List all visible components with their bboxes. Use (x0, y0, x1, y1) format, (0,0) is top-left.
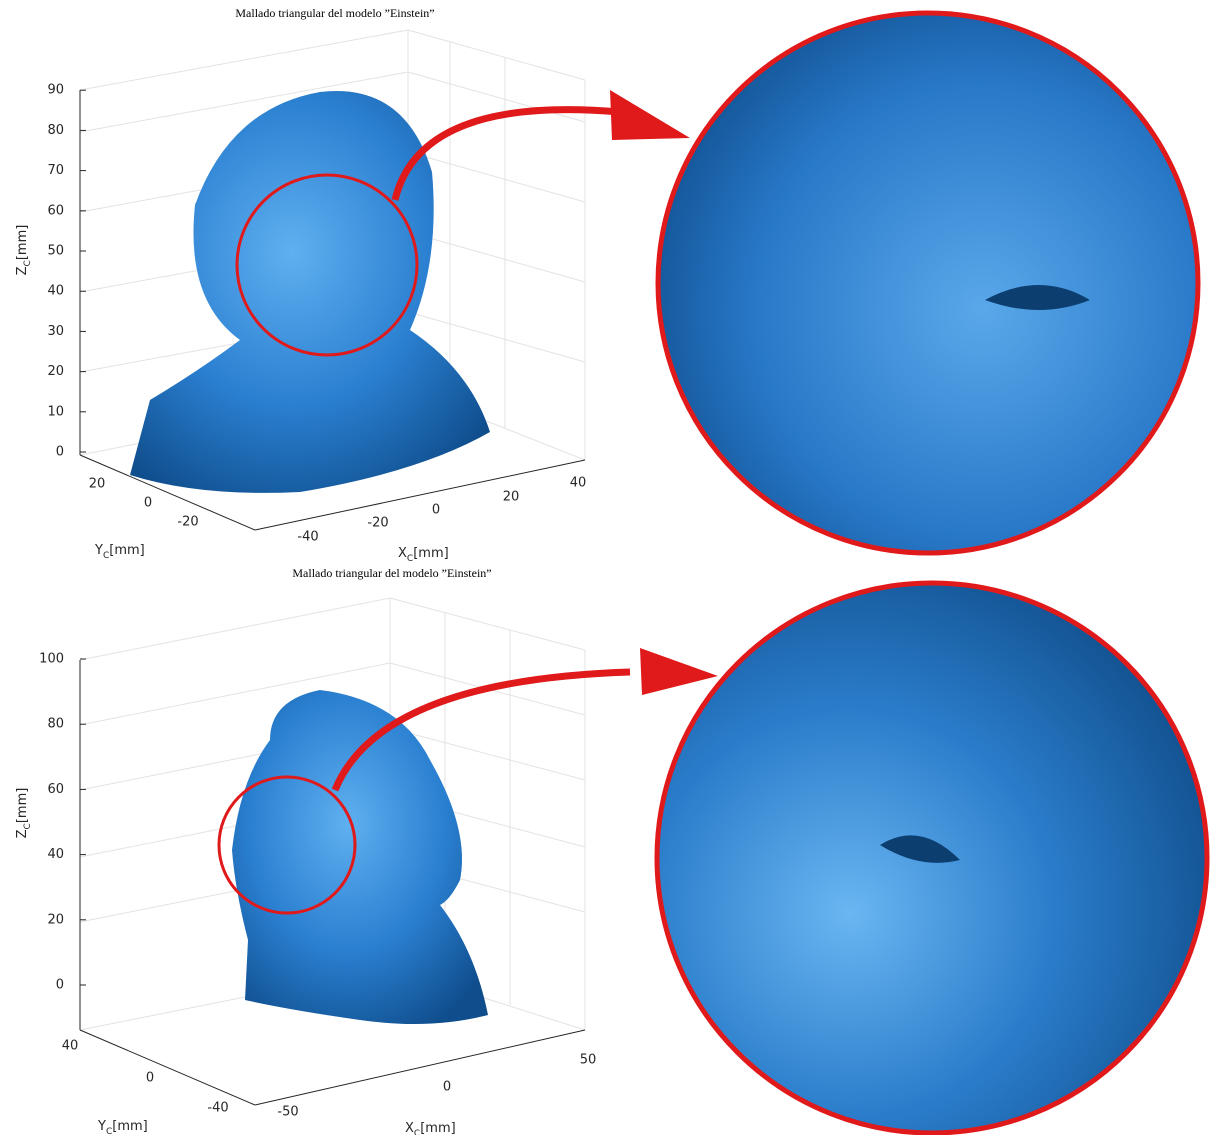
z-axis-label: ZC[mm] (15, 788, 33, 839)
y-axis-label-unit: [mm] (112, 1119, 147, 1134)
z-axis-label-unit: [mm] (15, 788, 30, 823)
x-tick-label: 20 (503, 490, 520, 505)
x-tick-label: -20 (367, 516, 388, 531)
y-tick-label: 0 (144, 496, 152, 511)
chart-title: Mallado triangular del modelo ”Einstein” (235, 6, 434, 20)
z-tick-label: 40 (47, 284, 64, 299)
zoom-view (658, 13, 1198, 553)
z-tick-label: 80 (47, 717, 64, 732)
z-tick-label: 20 (47, 364, 64, 379)
y-axis-label-symbol: Y (97, 1119, 106, 1134)
y-tick-label: 0 (146, 1071, 154, 1086)
z-tick-label: 60 (47, 203, 64, 218)
z-tick-label: 40 (47, 847, 64, 862)
z-tick-label: 60 (47, 782, 64, 797)
mesh-bust (130, 91, 490, 493)
z-tick-label: 0 (56, 445, 64, 460)
y-axis-label-unit: [mm] (109, 543, 144, 558)
z-tick-label: 80 (47, 123, 64, 138)
z-axis-label-symbol: Z (15, 829, 30, 838)
z-tick-label: 90 (47, 83, 64, 98)
y-tick-label: 40 (62, 1039, 79, 1054)
x-axis-label: XC[mm] (398, 546, 449, 564)
y-axis-label: YC[mm] (97, 1119, 148, 1135)
arrow-head (610, 90, 690, 140)
mesh-bust (232, 690, 488, 1024)
x-axis-label: XC[mm] (405, 1121, 456, 1135)
z-tick-label: 70 (47, 163, 64, 178)
x-axis-label-symbol: X (405, 1121, 414, 1135)
y-axis-label: YC[mm] (94, 543, 145, 561)
y-tick-label: -40 (207, 1101, 228, 1116)
x-tick-label: -50 (277, 1105, 298, 1120)
z-tick-label: 30 (47, 324, 64, 339)
figure: Mallado triangular del modelo ”Einstein”… (0, 0, 1214, 1135)
x-tick-label: 0 (443, 1080, 451, 1095)
x-axis-label-symbol: X (398, 546, 407, 561)
z-axis-label: ZC[mm] (15, 225, 33, 276)
z-tick-label: 10 (47, 404, 64, 419)
z-tick-label: 20 (47, 912, 64, 927)
x-tick-label: 40 (570, 476, 587, 491)
x-axis-label-unit: [mm] (420, 1121, 455, 1135)
x-tick-label: -40 (297, 530, 318, 545)
z-tick-label: 100 (39, 652, 64, 667)
z-tick-label: 50 (47, 244, 64, 259)
y-tick-label: -20 (177, 515, 198, 530)
x-axis-label-unit: [mm] (413, 546, 448, 561)
y-tick-label: 20 (89, 477, 106, 492)
z-axis-label-unit: [mm] (15, 225, 30, 260)
y-axis-label-symbol: Y (94, 543, 103, 558)
arrow-head (640, 648, 718, 695)
z-axis-label-symbol: Z (15, 266, 30, 275)
x-tick-label: 0 (432, 503, 440, 518)
x-tick-label: 50 (580, 1053, 597, 1068)
chart-title: Mallado triangular del modelo ”Einstein” (292, 566, 491, 580)
z-tick-label: 0 (56, 978, 64, 993)
